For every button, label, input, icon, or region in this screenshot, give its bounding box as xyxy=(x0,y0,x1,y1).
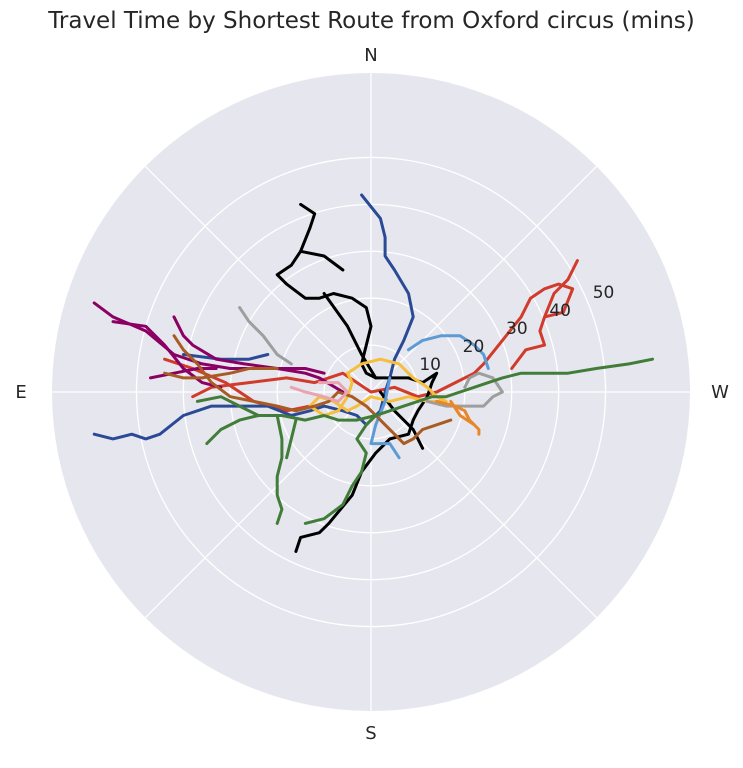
grid-spoke xyxy=(370,165,598,393)
chart-title: Travel Time by Shortest Route from Oxfor… xyxy=(48,8,695,34)
r-tick-label: 10 xyxy=(419,355,441,375)
route-line-9 xyxy=(308,357,448,417)
route-line-15 xyxy=(149,367,218,380)
direction-label-w: W xyxy=(711,382,729,403)
route-line-4 xyxy=(181,353,270,361)
route-line-27 xyxy=(303,414,378,525)
r-tick-label: 20 xyxy=(463,337,485,357)
direction-label-n: N xyxy=(364,45,377,66)
route-line-5 xyxy=(275,202,439,553)
route-line-11 xyxy=(369,376,401,460)
route-line-7 xyxy=(299,249,345,272)
route-line-20 xyxy=(289,381,349,403)
direction-label-s: S xyxy=(365,723,376,744)
r-tick-label: 50 xyxy=(593,283,615,303)
grid-spoke xyxy=(144,165,372,393)
route-line-6 xyxy=(322,292,378,380)
route-line-23 xyxy=(205,357,654,446)
route-line-17 xyxy=(163,367,279,380)
r-tick-label: 30 xyxy=(506,319,528,339)
route-line-26 xyxy=(195,395,260,417)
route-line-24 xyxy=(275,414,284,525)
direction-label-e: E xyxy=(15,382,26,403)
route-line-1 xyxy=(543,259,579,319)
route-line-10 xyxy=(407,334,490,370)
route-line-3 xyxy=(92,193,415,441)
axis-labels: 10 20 30 40 50 N W S E xyxy=(15,45,729,744)
route-line-13 xyxy=(111,320,223,389)
route-line-25 xyxy=(285,418,298,460)
route-line-14 xyxy=(172,315,345,394)
route-lines xyxy=(92,193,654,553)
route-line-16 xyxy=(172,334,453,446)
route-line-18 xyxy=(238,306,293,366)
route-line-22 xyxy=(449,399,476,427)
r-tick-label: 40 xyxy=(549,301,571,321)
grid-spoke xyxy=(144,391,372,619)
